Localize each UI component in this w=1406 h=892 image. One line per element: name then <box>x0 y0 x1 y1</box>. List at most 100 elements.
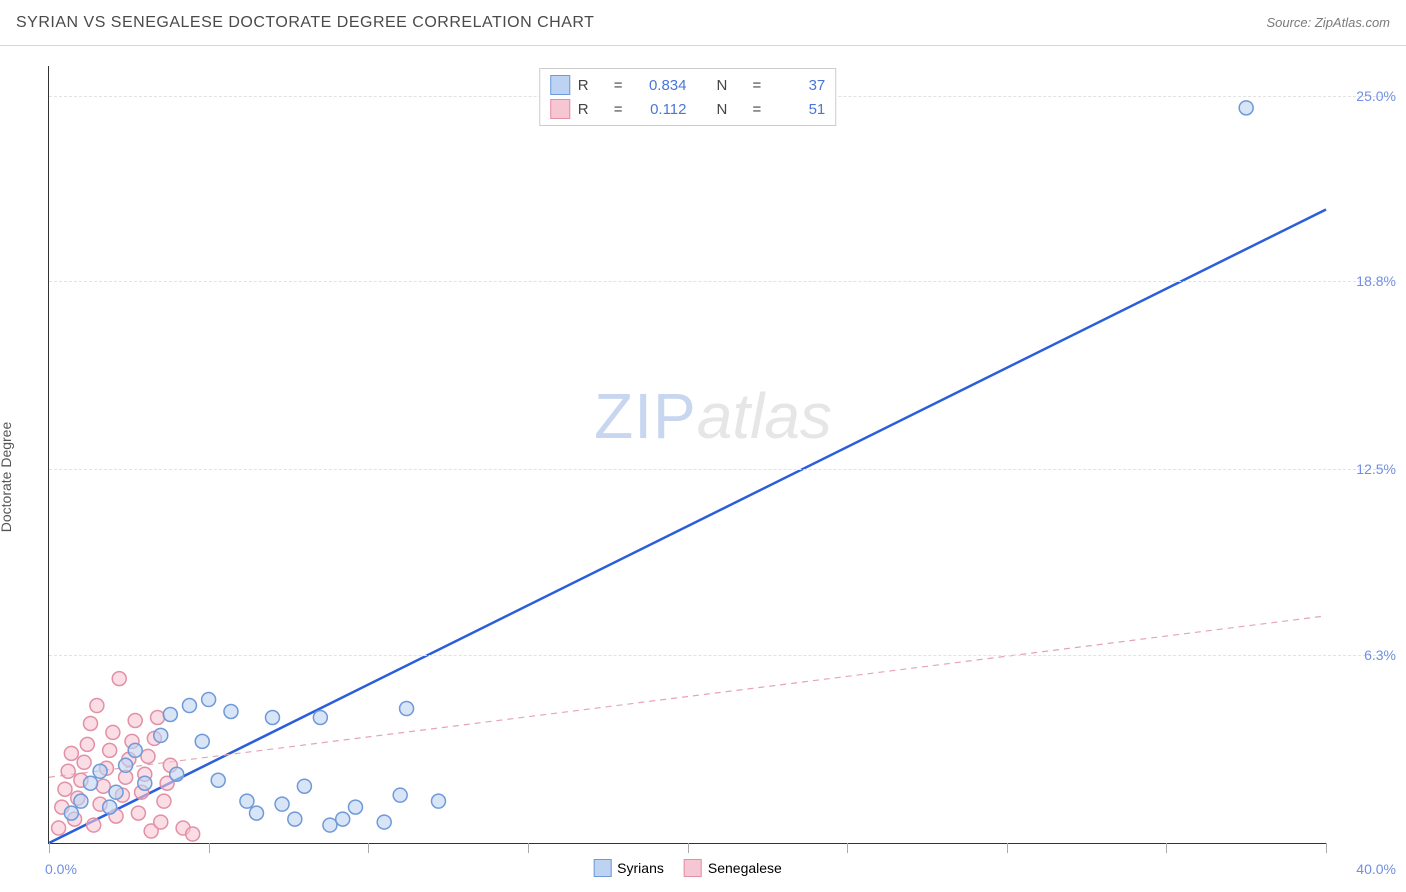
data-point-senegalese <box>77 755 91 769</box>
data-point-senegalese <box>64 746 78 760</box>
data-point-syrians <box>170 767 184 781</box>
data-point-senegalese <box>157 794 171 808</box>
r-key: R <box>578 77 606 94</box>
y-tick-label: 25.0% <box>1356 88 1396 104</box>
x-tick <box>847 843 848 853</box>
legend-item-senegalese: Senegalese <box>684 859 782 877</box>
plot-svg <box>49 66 1326 843</box>
n-key: N <box>717 101 745 118</box>
data-point-senegalese <box>84 716 98 730</box>
legend-row-syrians: R = 0.834 N = 37 <box>550 73 826 97</box>
data-point-syrians <box>431 794 445 808</box>
n-key: N <box>717 77 745 94</box>
n-value-syrians: 37 <box>769 77 825 94</box>
y-tick-label: 12.5% <box>1356 461 1396 477</box>
x-tick <box>49 843 50 853</box>
legend-label-syrians: Syrians <box>617 860 664 876</box>
x-tick <box>688 843 689 853</box>
gridline <box>49 655 1386 656</box>
r-value-syrians: 0.834 <box>631 77 687 94</box>
data-point-syrians <box>109 785 123 799</box>
gridline <box>49 469 1386 470</box>
data-point-senegalese <box>103 743 117 757</box>
data-point-senegalese <box>141 749 155 763</box>
data-point-syrians <box>400 702 414 716</box>
data-point-senegalese <box>106 725 120 739</box>
source-label: Source: ZipAtlas.com <box>1266 15 1390 30</box>
data-point-syrians <box>336 812 350 826</box>
data-point-syrians <box>377 815 391 829</box>
data-point-senegalese <box>58 782 72 796</box>
chart-title: SYRIAN VS SENEGALESE DOCTORATE DEGREE CO… <box>16 14 594 32</box>
regression-line-senegalese <box>49 616 1326 777</box>
data-point-syrians <box>202 693 216 707</box>
data-point-syrians <box>195 734 209 748</box>
eq-sign: = <box>753 77 762 94</box>
data-point-syrians <box>288 812 302 826</box>
data-point-syrians <box>182 699 196 713</box>
data-point-syrians <box>224 705 238 719</box>
data-point-syrians <box>138 776 152 790</box>
data-point-senegalese <box>151 710 165 724</box>
x-tick <box>368 843 369 853</box>
data-point-senegalese <box>61 764 75 778</box>
data-point-syrians <box>240 794 254 808</box>
data-point-senegalese <box>128 713 142 727</box>
data-point-senegalese <box>131 806 145 820</box>
data-point-senegalese <box>90 699 104 713</box>
correlation-legend: R = 0.834 N = 37 R = 0.112 N = 51 <box>539 68 837 126</box>
eq-sign: = <box>614 101 623 118</box>
n-value-senegalese: 51 <box>769 101 825 118</box>
data-point-syrians <box>313 710 327 724</box>
x-axis-max-label: 40.0% <box>1356 861 1396 877</box>
legend-item-syrians: Syrians <box>593 859 664 877</box>
x-tick <box>1326 843 1327 853</box>
data-point-senegalese <box>96 779 110 793</box>
data-point-syrians <box>275 797 289 811</box>
data-point-syrians <box>64 806 78 820</box>
data-point-senegalese <box>112 672 126 686</box>
data-point-syrians <box>297 779 311 793</box>
plot-region: ZIPatlas R = 0.834 N = 37 R = 0.112 N = <box>48 66 1326 844</box>
x-tick <box>1166 843 1167 853</box>
eq-sign: = <box>753 101 762 118</box>
series-legend: Syrians Senegalese <box>593 859 782 877</box>
data-point-syrians <box>103 800 117 814</box>
data-point-syrians <box>154 728 168 742</box>
data-point-syrians <box>1239 101 1253 115</box>
swatch-senegalese <box>550 99 570 119</box>
data-point-syrians <box>348 800 362 814</box>
x-axis-min-label: 0.0% <box>45 861 77 877</box>
data-point-syrians <box>119 758 133 772</box>
x-tick <box>209 843 210 853</box>
chart-header: SYRIAN VS SENEGALESE DOCTORATE DEGREE CO… <box>0 0 1406 46</box>
data-point-syrians <box>265 710 279 724</box>
x-tick <box>1007 843 1008 853</box>
eq-sign: = <box>614 77 623 94</box>
y-axis-label: Doctorate Degree <box>0 422 14 533</box>
legend-label-senegalese: Senegalese <box>708 860 782 876</box>
r-value-senegalese: 0.112 <box>631 101 687 118</box>
data-point-senegalese <box>80 737 94 751</box>
data-point-syrians <box>250 806 264 820</box>
swatch-senegalese <box>684 859 702 877</box>
y-tick-label: 6.3% <box>1364 647 1396 663</box>
data-point-syrians <box>163 707 177 721</box>
data-point-syrians <box>84 776 98 790</box>
gridline <box>49 281 1386 282</box>
x-tick <box>528 843 529 853</box>
data-point-senegalese <box>87 818 101 832</box>
data-point-syrians <box>393 788 407 802</box>
regression-line-syrians <box>49 209 1326 843</box>
swatch-syrians <box>550 75 570 95</box>
data-point-syrians <box>93 764 107 778</box>
data-point-senegalese <box>52 821 66 835</box>
data-point-syrians <box>211 773 225 787</box>
swatch-syrians <box>593 859 611 877</box>
y-tick-label: 18.8% <box>1356 273 1396 289</box>
legend-row-senegalese: R = 0.112 N = 51 <box>550 97 826 121</box>
data-point-syrians <box>74 794 88 808</box>
data-point-syrians <box>128 743 142 757</box>
chart-area: Doctorate Degree ZIPatlas R = 0.834 N = … <box>0 46 1406 892</box>
data-point-syrians <box>323 818 337 832</box>
